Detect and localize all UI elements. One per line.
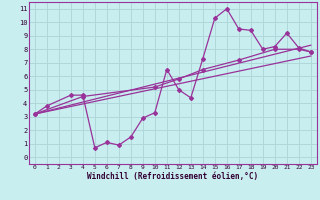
X-axis label: Windchill (Refroidissement éolien,°C): Windchill (Refroidissement éolien,°C)	[87, 172, 258, 181]
